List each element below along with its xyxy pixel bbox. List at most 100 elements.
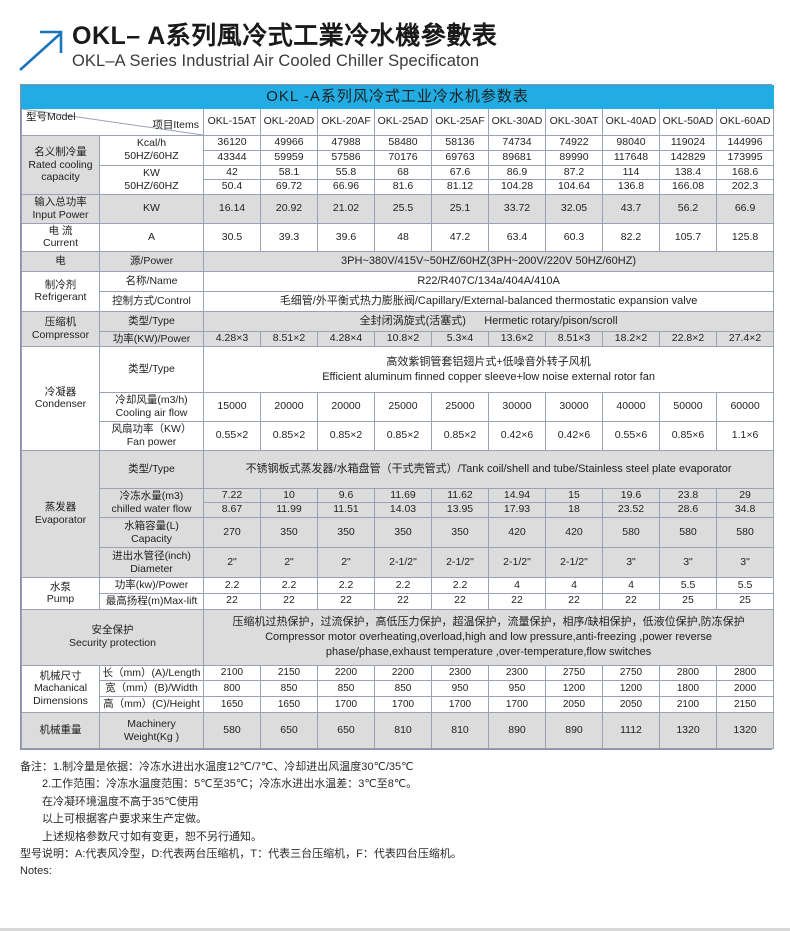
cell: 166.08 — [659, 179, 717, 195]
group-label-cn: 输入总功率 — [34, 196, 87, 208]
table-row: 43344 59959 57586 70176 69763 89681 8999… — [22, 149, 775, 166]
item-fan-power: 风扇功率（KW） Fan power — [99, 420, 204, 451]
table-banner-row: OKL -A系列风冷式工业冷水机参数表 — [20, 85, 775, 109]
cell: 350 — [317, 517, 375, 549]
item-evaporator-type: 类型/Type — [99, 449, 204, 489]
cell: 2.2 — [431, 577, 489, 594]
spec-table-wrapper: OKL -A系列风冷式工业冷水机参数表 型号Model 项目Items OKL-… — [20, 84, 775, 751]
row-group-dimensions: 机械尺寸 Machanical Dimensions — [21, 664, 100, 714]
cell: 2.2 — [317, 577, 375, 594]
item-kw: KW 50HZ/60HZ — [99, 164, 204, 195]
cell: 25000 — [431, 392, 489, 422]
table-row: 电 流 Current A 30.5 39.3 39.6 48 47.2 63.… — [21, 222, 775, 253]
cell: 5.3×4 — [431, 330, 489, 348]
cell: 60.3 — [545, 222, 603, 253]
cell: 1650 — [203, 696, 261, 714]
bottom-divider — [0, 928, 790, 931]
model-label: OKL-60AD — [719, 115, 771, 128]
cell: 4 — [545, 577, 603, 594]
cell: 7.22 — [203, 487, 261, 504]
cell: 350 — [260, 517, 318, 549]
group-label-en1: Machanical — [33, 682, 88, 695]
cell: 36120 — [203, 135, 261, 151]
cell: 22.8×2 — [659, 330, 717, 348]
cell: 68 — [374, 164, 432, 181]
cell: 2050 — [602, 696, 660, 714]
cell: 20000 — [260, 392, 318, 422]
cell: 28.6 — [659, 502, 717, 519]
cell: 74922 — [545, 135, 603, 151]
cell: 21.02 — [317, 194, 375, 224]
cell: 202.3 — [715, 179, 775, 195]
group-label-en: Rated cooling capacity — [28, 158, 93, 184]
cell: 114 — [602, 164, 660, 181]
row-group-current: 电 流 Current — [21, 222, 100, 253]
security-value: 压缩机过热保护，过流保护，高低压力保护，超温保护，流量保护，相序/缺相保护，低液… — [202, 608, 775, 666]
cell: 104.64 — [545, 179, 603, 195]
table-row: 最高扬程(m)Max-lift 22 22 22 22 22 22 22 22 … — [22, 592, 775, 610]
cell: 1700 — [488, 696, 546, 714]
cell: 81.12 — [431, 179, 489, 195]
cell: 2750 — [545, 664, 603, 682]
cell: 1200 — [602, 680, 660, 698]
item-amp: A — [99, 222, 204, 253]
table-row: 电 源/Power 3PH~380V/415V~50HZ/60HZ(3PH~20… — [21, 251, 775, 273]
model-col-8: OKL-50AD — [659, 108, 717, 136]
cell: 89681 — [488, 149, 546, 166]
cell: 117648 — [602, 149, 660, 166]
cell: 2" — [260, 547, 318, 579]
cell: 2050 — [545, 696, 603, 714]
model-col-6: OKL-30AT — [545, 108, 603, 136]
item-pipe-diameter: 进出水管径(inch) Diameter — [99, 547, 204, 579]
cell: 890 — [488, 712, 546, 750]
model-label: OKL-50AD — [662, 115, 714, 128]
note-line-6: 型号说明：A:代表风冷型，D:代表两台压缩机，T：代表三台压缩机，F：代表四台压… — [20, 847, 462, 860]
cell: 50000 — [659, 392, 717, 422]
cell: 890 — [545, 712, 603, 750]
cell: 23.8 — [659, 487, 717, 504]
table-row: 制冷剂 Refrigerant 名称/Name R22/R407C/134a/4… — [21, 271, 775, 312]
item-line2: Weight(Kg ) — [123, 730, 180, 743]
cell: 0.85×6 — [659, 420, 717, 451]
item-line1: 冷却风量(m3/h) — [115, 394, 188, 407]
cell: 650 — [260, 712, 318, 750]
cell: 2200 — [317, 664, 375, 682]
cell: 86.9 — [488, 164, 546, 181]
cell: 1320 — [715, 712, 775, 750]
security-en1: Compressor motor overheating,overload,hi… — [265, 630, 713, 643]
table-row: 高（mm）(C)/Height 1650 1650 1700 1700 1700… — [22, 696, 775, 714]
cell: 13.6×2 — [488, 330, 546, 348]
row-group-condenser: 冷凝器 Condenser — [21, 346, 100, 451]
table-row: 风扇功率（KW） Fan power 0.55×2 0.85×2 0.85×2 … — [22, 420, 775, 451]
cell: 5.5 — [659, 577, 717, 594]
item-line2: 50HZ/60HZ — [124, 150, 179, 163]
compressor-type-value: 全封闭涡旋式(活塞式) Hermetic rotary/pison/scroll — [202, 310, 775, 332]
cell: 2" — [317, 547, 375, 579]
table-row: 输入总功率 Input Power KW 16.14 20.92 21.02 2… — [21, 194, 775, 224]
page-title-en: OKL–A Series Industrial Air Cooled Chill… — [72, 52, 480, 70]
cell: 25.1 — [431, 194, 489, 224]
cell: 87.2 — [545, 164, 603, 181]
refrigerant-name-value: R22/R407C/134a/404A/410A — [202, 271, 775, 292]
cell: 2-1/2" — [545, 547, 603, 579]
cell: 29 — [715, 487, 775, 504]
cell: 850 — [374, 680, 432, 698]
model-col-9: OKL-60AD — [715, 108, 775, 136]
cell: 168.6 — [715, 164, 775, 181]
cell: 8.51×2 — [260, 330, 318, 348]
cell: 8.67 — [203, 502, 261, 519]
cell: 30000 — [488, 392, 546, 422]
cell: 67.6 — [431, 164, 489, 181]
group-label-en: Evaporator — [34, 513, 87, 526]
notes-block: 备注：1.制冷量是依据：冷冻水进出水温度12℃/7℃、冷却进出风温度30℃/35… — [20, 759, 790, 881]
table-row: 蒸发器 Evaporator 类型/Type 不锈钢板式蒸发器/水箱盘管（干式壳… — [21, 449, 775, 579]
item-line2: Fan power — [126, 435, 177, 448]
item-tank-capacity: 水箱容量(L) Capacity — [99, 517, 204, 549]
cell: 0.85×2 — [374, 420, 432, 451]
cell: 22 — [374, 592, 432, 610]
cell: 69.72 — [260, 179, 318, 195]
cell: 14.03 — [374, 502, 432, 519]
title-block: OKL– A系列風冷式工業冷水機參數表 OKL–A Series Industr… — [0, 0, 790, 74]
evaporator-type-value: 不锈钢板式蒸发器/水箱盘管（干式壳管式）/Tank coil/shell and… — [202, 449, 775, 489]
cell: 70176 — [374, 149, 432, 166]
